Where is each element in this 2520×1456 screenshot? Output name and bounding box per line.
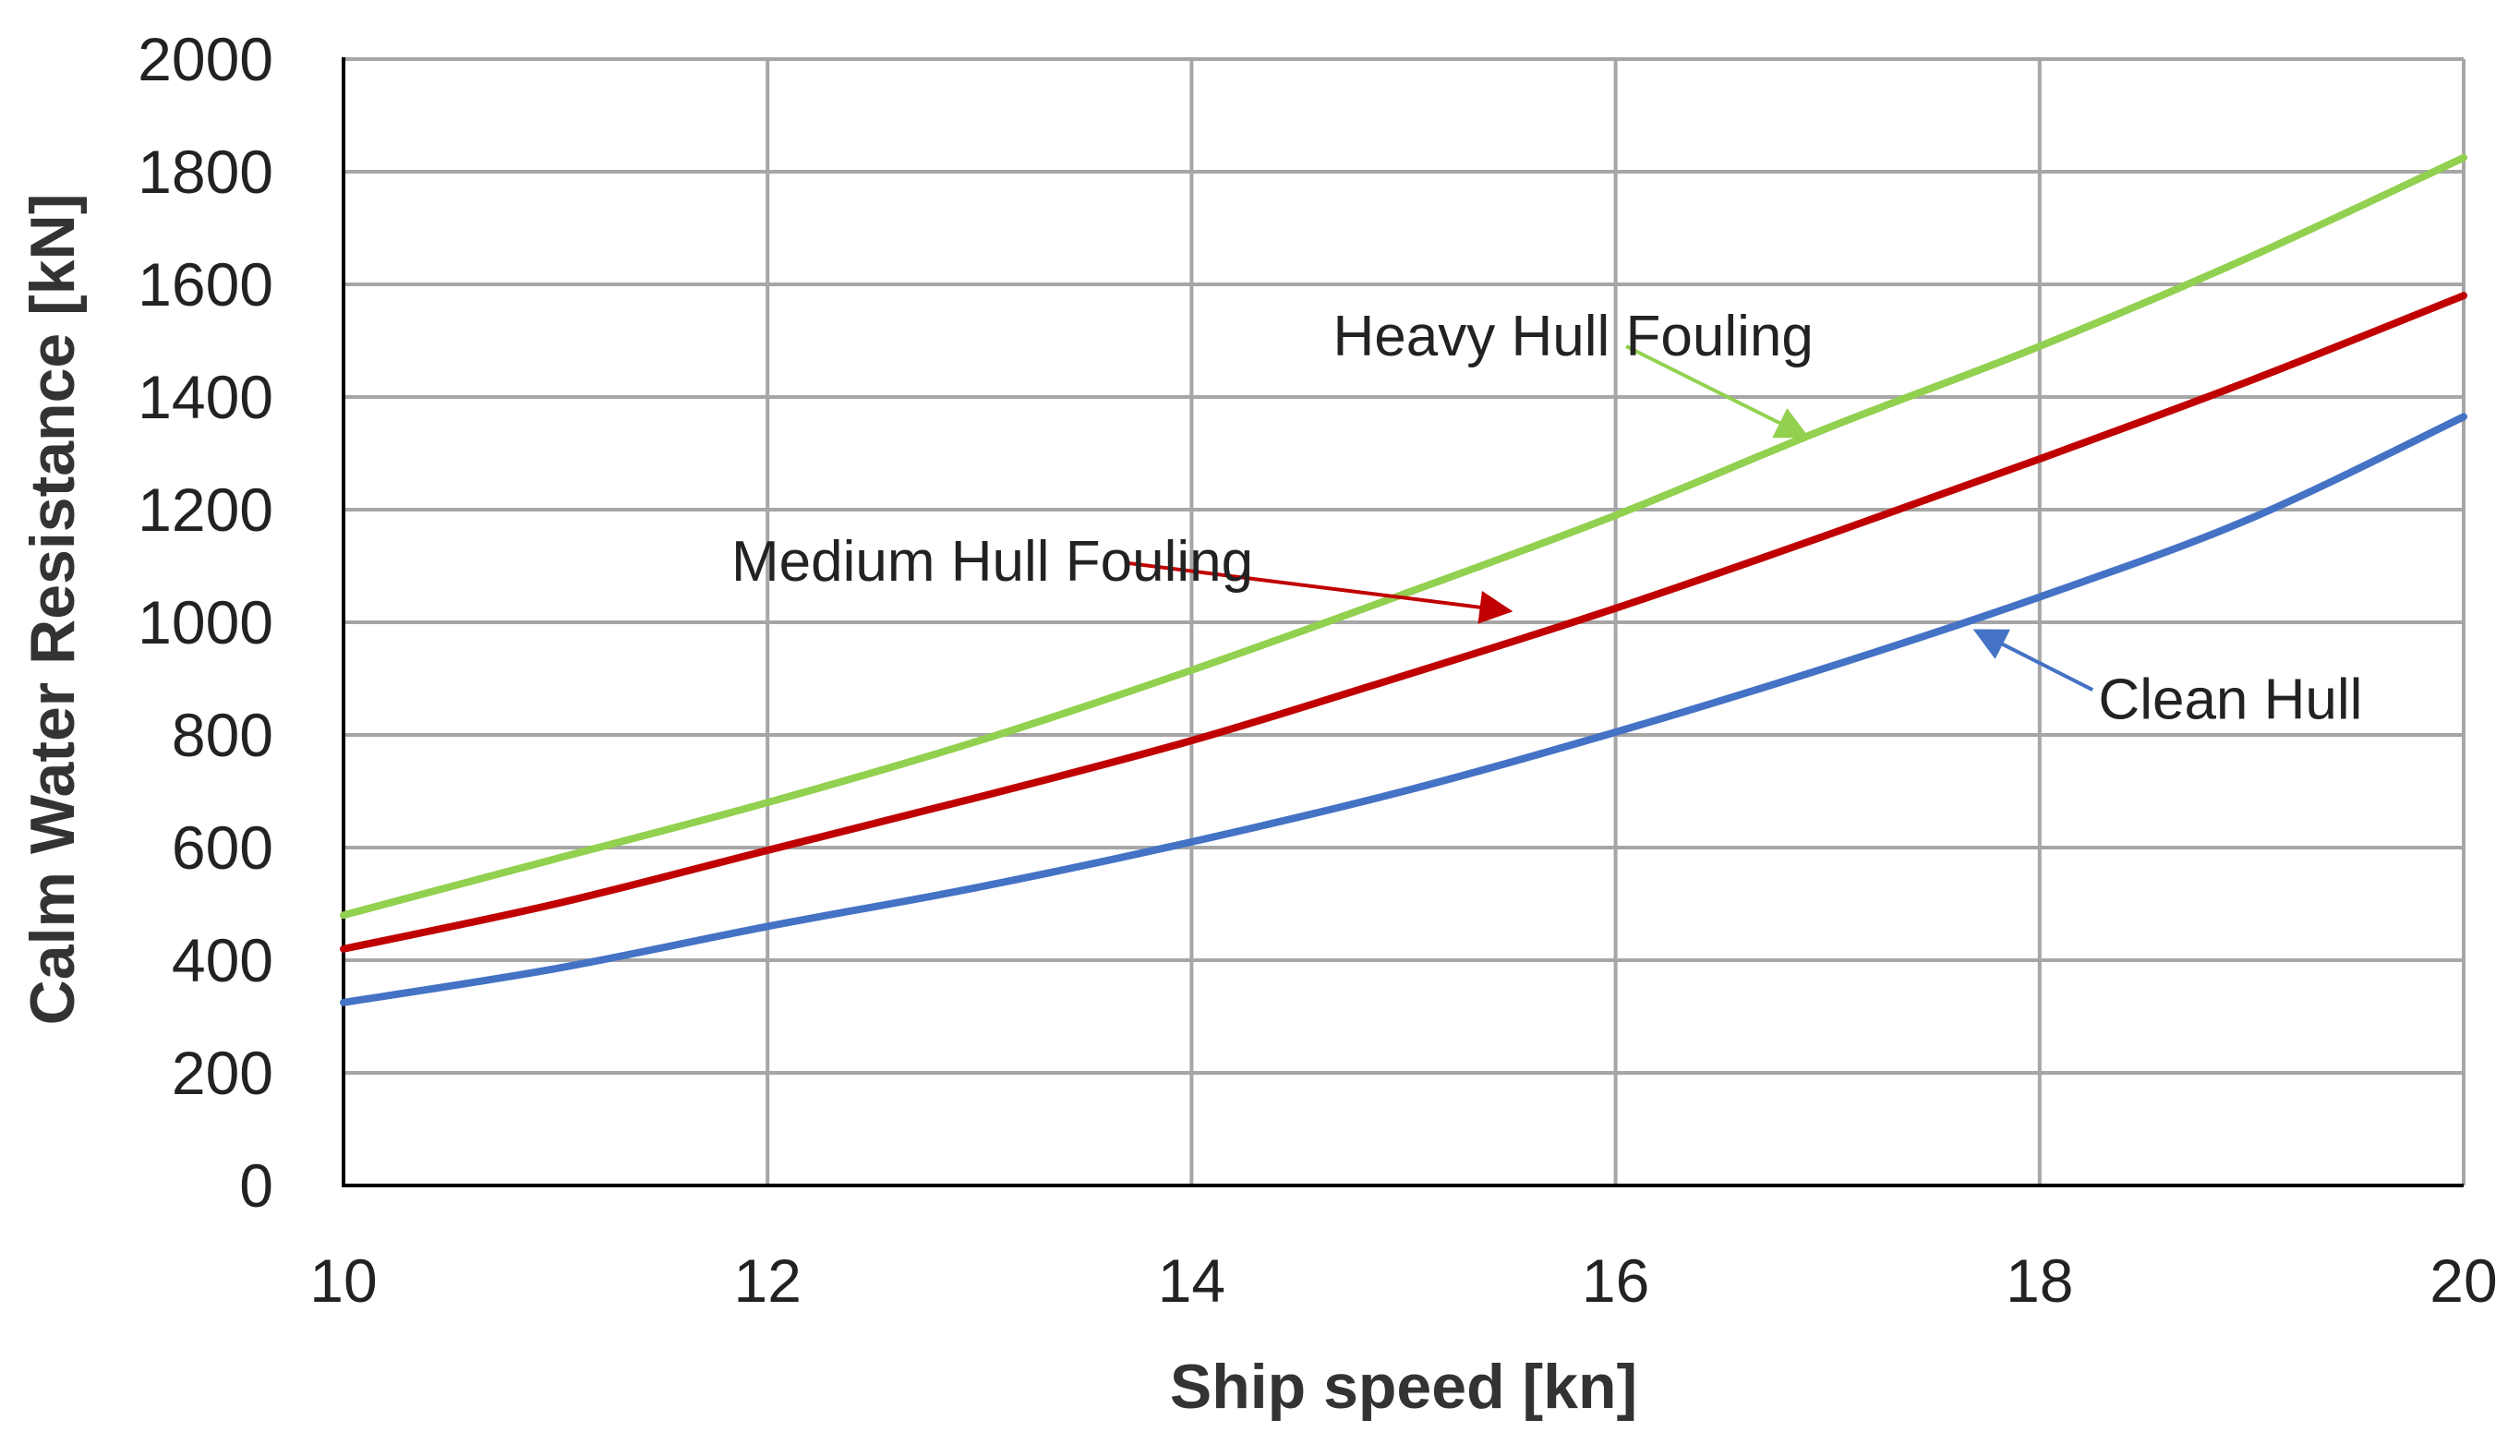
x-tick-label: 16 <box>1582 1246 1649 1315</box>
x-tick-label: 14 <box>1158 1246 1225 1315</box>
series-line-medium-hull-fouling <box>340 292 2467 953</box>
annotation-label-clean-hull: Clean Hull <box>2098 668 2362 731</box>
annotation-label-heavy-hull-fouling: Heavy Hull Fouling <box>1333 305 1814 368</box>
x-tick-label: 10 <box>309 1246 377 1315</box>
series-line-heavy-hull-fouling <box>340 153 2467 920</box>
tick-labels: 0 200 400 600 800 1000 1200 1400 1600 1800 2000 10 1… <box>138 25 2498 1315</box>
x-tick-label: 18 <box>2006 1246 2073 1315</box>
y-tick-label: 1000 <box>138 588 273 656</box>
grid-lines <box>344 57 2466 1185</box>
x-axis-title: Ship speed [kn] <box>1170 1352 1637 1422</box>
annotation-label-medium-hull-fouling: Medium Hull Fouling <box>731 530 1253 594</box>
annotation-arrow-medium-hull-fouling <box>1127 560 1513 624</box>
y-tick-label: 800 <box>172 701 273 769</box>
y-tick-label: 2000 <box>138 25 273 93</box>
y-tick-label: 1400 <box>138 363 273 431</box>
y-tick-label: 1600 <box>138 250 273 319</box>
annotations: Heavy Hull Fouling Medium Hull Fouling Cle… <box>731 305 2362 731</box>
x-tick-label: 20 <box>2430 1246 2497 1315</box>
y-tick-label: 1200 <box>138 475 273 544</box>
series-line-clean-hull <box>340 413 2467 1006</box>
y-tick-label: 0 <box>239 1151 273 1220</box>
annotation-arrow-clean-hull <box>1972 629 2094 692</box>
y-tick-label: 600 <box>172 813 273 882</box>
y-tick-label: 200 <box>172 1039 273 1107</box>
y-tick-label: 400 <box>172 926 273 994</box>
series-lines <box>340 153 2467 1006</box>
y-tick-label: 1800 <box>138 138 273 206</box>
y-axis-title: Calm Water Resistance [kN] <box>18 194 88 1026</box>
x-tick-label: 12 <box>733 1246 801 1315</box>
annotation-arrow-heavy-hull-fouling <box>1625 344 1810 439</box>
